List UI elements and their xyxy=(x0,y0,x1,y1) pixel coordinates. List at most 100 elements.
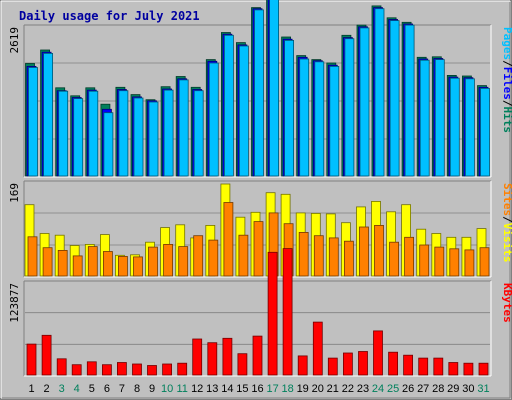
legend-entry: Pages xyxy=(501,27,512,60)
kbytes-bar xyxy=(342,352,353,376)
pages-bar xyxy=(193,90,204,177)
sites-bar xyxy=(359,226,369,277)
pages-bar xyxy=(88,90,99,177)
sites-bar xyxy=(42,247,53,277)
legend-entry: / xyxy=(501,216,512,223)
sites-bar xyxy=(328,237,339,277)
sites-bar xyxy=(193,235,204,277)
chart-title: Daily usage for July 2021 xyxy=(19,9,200,23)
sites-bar xyxy=(313,235,324,277)
x-tick-label: 4 xyxy=(74,383,80,395)
x-tick-label: 31 xyxy=(477,383,489,395)
panel-kbytes: 123877 KBytes xyxy=(8,248,512,377)
pages-bar xyxy=(223,34,234,177)
pages-bar xyxy=(133,97,144,177)
series-kbytes xyxy=(26,248,489,376)
pages-bar xyxy=(389,20,400,177)
pages-bar xyxy=(148,101,159,177)
kbytes-bar xyxy=(132,363,142,376)
x-tick-label: 6 xyxy=(104,383,110,395)
y-max-label: 169 xyxy=(8,183,21,203)
kbytes-bar xyxy=(448,362,459,376)
x-tick-label: 15 xyxy=(236,383,248,395)
sites-bar xyxy=(103,251,113,277)
x-tick-label: 9 xyxy=(149,383,155,395)
pages-bar xyxy=(329,66,340,177)
pages-bar xyxy=(58,90,69,177)
sites-bar xyxy=(163,243,174,277)
kbytes-bar xyxy=(41,334,52,376)
x-tick-label: 27 xyxy=(417,383,429,395)
x-tick-label: 30 xyxy=(462,383,474,395)
x-axis: 1 2 3 4 5 6 7 8 9 10 11 12 13 14 15 16 17 18 19 20 21 22 23 24 2… xyxy=(28,383,489,395)
legend-visits-sites: Sites/Visits xyxy=(501,183,512,263)
y-max-label: 2619 xyxy=(8,27,21,54)
series-sites xyxy=(27,202,490,277)
sites-bar xyxy=(178,246,189,277)
legend-entry: Files xyxy=(501,67,512,100)
x-tick-label: 1 xyxy=(28,383,34,395)
pages-bar xyxy=(419,59,430,177)
pages-bar xyxy=(344,38,355,177)
x-tick-label: 14 xyxy=(221,383,233,395)
sites-bar xyxy=(57,249,68,277)
chart-panels: 2619Pages/Files/Hits169Sites/Visits12387… xyxy=(8,0,512,377)
x-tick-label: 20 xyxy=(312,383,324,395)
sites-bar xyxy=(404,236,415,277)
kbytes-bar xyxy=(252,335,263,376)
pages-bar xyxy=(314,61,325,177)
kbytes-bar xyxy=(358,351,368,376)
x-tick-label: 23 xyxy=(357,383,369,395)
kbytes-bar xyxy=(86,361,97,376)
pages-bar xyxy=(208,62,219,177)
kbytes-bar xyxy=(26,343,37,376)
sites-bar xyxy=(133,256,143,277)
legend-entry: KBytes xyxy=(501,283,512,323)
sites-bar xyxy=(419,244,430,277)
x-tick-label: 8 xyxy=(134,383,140,395)
kbytes-bar xyxy=(312,321,323,376)
pages-bar xyxy=(238,45,249,177)
pages-bar xyxy=(359,27,370,177)
x-tick-label: 29 xyxy=(447,383,459,395)
sites-bar xyxy=(27,236,38,277)
x-tick-label: 28 xyxy=(432,383,444,395)
legend-hits-files-pages: Pages/Files/Hits xyxy=(501,27,512,133)
x-tick-label: 10 xyxy=(161,383,173,395)
kbytes-bar xyxy=(71,364,82,376)
kbytes-bar xyxy=(117,362,127,376)
x-tick-label: 26 xyxy=(402,383,414,395)
sites-bar xyxy=(148,246,158,277)
sites-bar xyxy=(479,247,490,277)
sites-bar xyxy=(223,202,234,277)
sites-bar xyxy=(87,246,98,277)
sites-bar xyxy=(238,234,249,277)
x-tick-label: 19 xyxy=(297,383,309,395)
pages-bar xyxy=(103,112,114,177)
pages-bar xyxy=(449,77,460,177)
legend-entry: Visits xyxy=(501,223,512,263)
x-tick-label: 12 xyxy=(191,383,203,395)
legend-entry: / xyxy=(501,100,512,107)
kbytes-bar xyxy=(207,342,218,376)
x-tick-label: 16 xyxy=(251,383,263,395)
pages-bar xyxy=(480,88,490,177)
x-tick-label: 11 xyxy=(176,383,187,395)
pages-bar xyxy=(73,98,84,177)
pages-bar xyxy=(163,89,174,177)
x-tick-label: 7 xyxy=(119,383,125,395)
sites-bar xyxy=(343,240,354,277)
x-tick-label: 13 xyxy=(206,383,218,395)
sites-bar xyxy=(464,249,475,277)
sites-bar xyxy=(208,239,219,277)
pages-bar xyxy=(464,78,475,177)
pages-bar xyxy=(284,40,295,177)
kbytes-bar xyxy=(463,362,474,376)
kbytes-bar xyxy=(433,357,444,376)
pages-bar xyxy=(28,67,38,177)
x-tick-label: 22 xyxy=(342,383,354,395)
kbytes-bar xyxy=(373,330,383,376)
kbytes-bar xyxy=(56,358,67,376)
series-pages xyxy=(28,0,490,177)
